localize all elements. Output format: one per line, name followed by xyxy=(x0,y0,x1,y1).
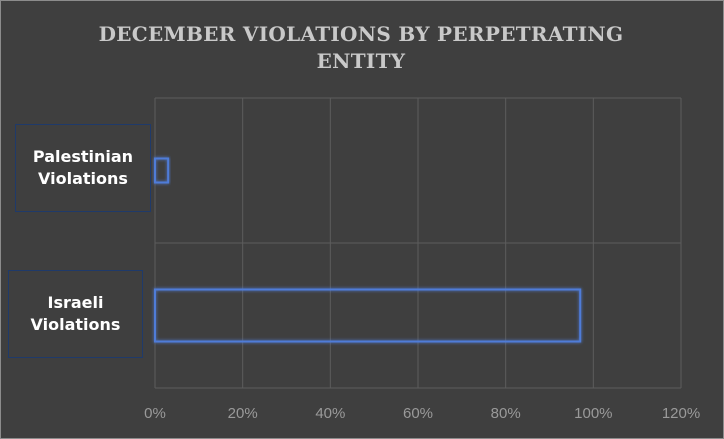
category-label-text: Palestinian Violations xyxy=(32,147,134,188)
x-tick-label: 60% xyxy=(403,405,433,422)
x-tick-label: 100% xyxy=(574,405,612,422)
chart-title: DECEMBER VIOLATIONS BY PERPETRATING ENTI… xyxy=(98,22,624,73)
bar-0 xyxy=(154,157,170,184)
x-tick-label: 40% xyxy=(315,405,345,422)
x-tick-label: 120% xyxy=(662,405,700,422)
bar-1 xyxy=(154,288,582,343)
x-tick-label: 20% xyxy=(228,405,258,422)
category-label-israeli: Israeli Violations xyxy=(8,270,143,358)
x-tick-label: 80% xyxy=(491,405,521,422)
category-label-palestinian: Palestinian Violations xyxy=(15,124,151,212)
x-tick-label: 0% xyxy=(144,405,166,422)
category-label-text: Israeli Violations xyxy=(30,293,121,334)
